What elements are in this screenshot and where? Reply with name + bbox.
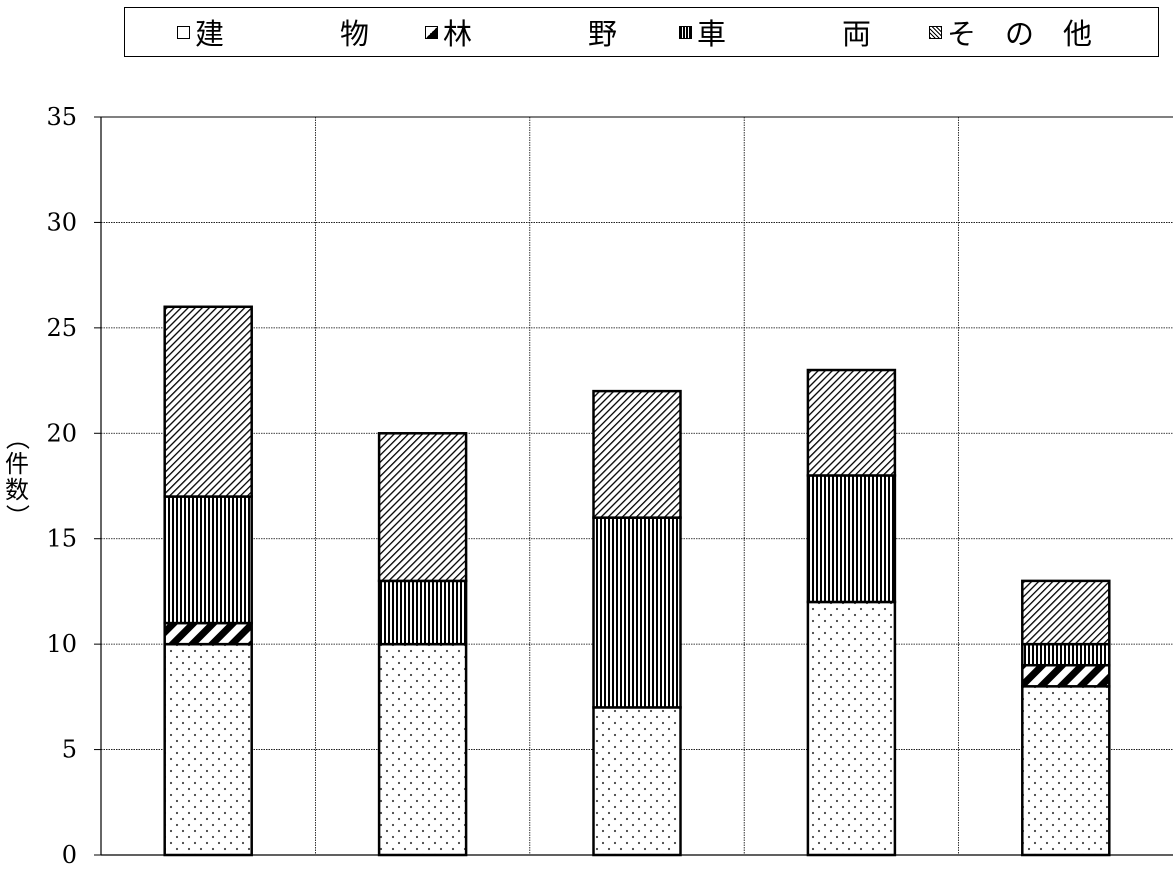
swatch-dots-icon [177, 25, 190, 39]
chart-legend: 建 物 林 野 車 両 そ の 他 [124, 7, 1159, 57]
bar-segment [1021, 685, 1111, 857]
bar-segment [592, 516, 682, 709]
legend-label-vehicles: 車 両 [697, 17, 872, 51]
swatch-vertical-icon [679, 25, 692, 39]
bar-segment [163, 621, 253, 646]
y-tick-label: 35 [46, 103, 77, 131]
bar-segment [163, 495, 253, 625]
y-axis-label-char: 件 [5, 450, 29, 478]
bar-segment [1021, 642, 1111, 667]
swatch-diagonal-thick-icon [425, 25, 438, 39]
swatch-diagonal-thin-icon [929, 25, 942, 39]
bar-segment [377, 579, 468, 646]
y-tick-labels: 0 5 10 15 20 25 30 35 [46, 103, 77, 869]
bar-segment [592, 706, 682, 857]
bar-segment [592, 389, 682, 519]
bar-segment [1021, 579, 1111, 646]
y-tick-label: 0 [62, 841, 77, 869]
legend-label-forest: 林 野 [443, 17, 618, 51]
bar-segment [163, 642, 253, 857]
y-tick-label: 5 [62, 736, 77, 764]
y-tick-label: 30 [46, 208, 77, 236]
legend-item-other: そ の 他 [929, 8, 1092, 56]
y-tick-label: 25 [46, 314, 77, 342]
y-tick-label: 20 [46, 419, 77, 447]
bar-segment [1021, 663, 1111, 688]
plot-frame [100, 116, 1173, 856]
bar-segment [806, 600, 897, 857]
y-axis-label: （ 件 数 ） [2, 425, 32, 529]
y-tick-label: 10 [46, 630, 77, 658]
legend-item-buildings: 建 物 [177, 8, 369, 56]
y-tick-label: 15 [46, 525, 77, 553]
legend-label-buildings: 建 物 [195, 17, 370, 51]
bar-segment [377, 432, 468, 583]
bar-segment [377, 642, 468, 857]
bars [163, 305, 1111, 857]
legend-item-vehicles: 車 両 [679, 8, 871, 56]
bar-segment [806, 474, 897, 604]
bar-segment [806, 368, 897, 477]
legend-label-other: そ の 他 [947, 17, 1093, 51]
y-axis-label-char: 数 [5, 476, 29, 504]
legend-item-forest: 林 野 [425, 8, 617, 56]
bar-segment [163, 305, 253, 498]
